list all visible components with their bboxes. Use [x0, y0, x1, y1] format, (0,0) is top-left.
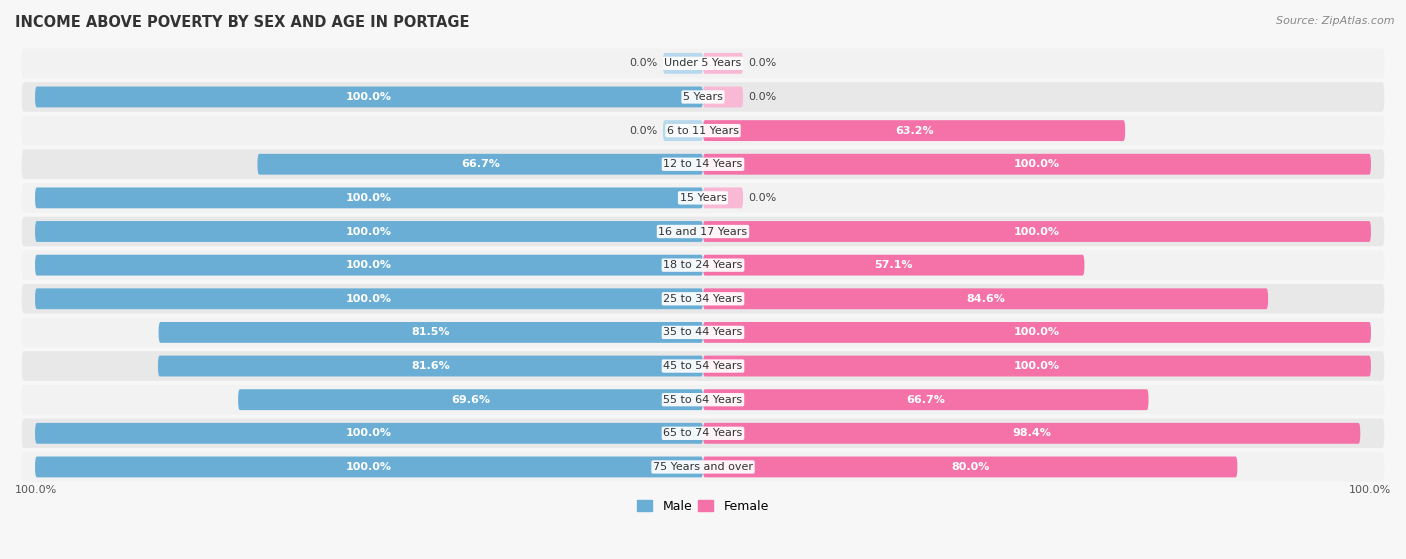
- FancyBboxPatch shape: [21, 217, 1385, 247]
- Text: 100.0%: 100.0%: [346, 260, 392, 270]
- Text: 0.0%: 0.0%: [630, 58, 658, 68]
- FancyBboxPatch shape: [21, 116, 1385, 145]
- Text: 65 to 74 Years: 65 to 74 Years: [664, 428, 742, 438]
- FancyBboxPatch shape: [703, 457, 1237, 477]
- FancyBboxPatch shape: [703, 187, 744, 209]
- Text: 100.0%: 100.0%: [1348, 485, 1391, 495]
- Text: 80.0%: 80.0%: [950, 462, 990, 472]
- Text: 100.0%: 100.0%: [346, 92, 392, 102]
- FancyBboxPatch shape: [35, 457, 703, 477]
- FancyBboxPatch shape: [21, 419, 1385, 448]
- Text: 35 to 44 Years: 35 to 44 Years: [664, 328, 742, 338]
- Text: 100.0%: 100.0%: [1014, 328, 1060, 338]
- FancyBboxPatch shape: [703, 288, 1268, 309]
- Text: 100.0%: 100.0%: [15, 485, 58, 495]
- Text: 100.0%: 100.0%: [1014, 159, 1060, 169]
- Text: 57.1%: 57.1%: [875, 260, 912, 270]
- Text: 6 to 11 Years: 6 to 11 Years: [666, 126, 740, 136]
- FancyBboxPatch shape: [662, 120, 703, 141]
- FancyBboxPatch shape: [21, 82, 1385, 112]
- FancyBboxPatch shape: [35, 87, 703, 107]
- FancyBboxPatch shape: [703, 356, 1371, 376]
- Text: 0.0%: 0.0%: [748, 92, 776, 102]
- Text: 100.0%: 100.0%: [346, 428, 392, 438]
- Text: 25 to 34 Years: 25 to 34 Years: [664, 294, 742, 304]
- Text: 12 to 14 Years: 12 to 14 Years: [664, 159, 742, 169]
- FancyBboxPatch shape: [157, 356, 703, 376]
- FancyBboxPatch shape: [238, 389, 703, 410]
- Text: 100.0%: 100.0%: [346, 226, 392, 236]
- Text: 0.0%: 0.0%: [748, 58, 776, 68]
- FancyBboxPatch shape: [703, 322, 1371, 343]
- Text: 100.0%: 100.0%: [346, 193, 392, 203]
- Text: 45 to 54 Years: 45 to 54 Years: [664, 361, 742, 371]
- FancyBboxPatch shape: [35, 423, 703, 444]
- FancyBboxPatch shape: [21, 183, 1385, 212]
- FancyBboxPatch shape: [21, 149, 1385, 179]
- Text: 100.0%: 100.0%: [346, 462, 392, 472]
- Text: Source: ZipAtlas.com: Source: ZipAtlas.com: [1277, 16, 1395, 26]
- Text: 66.7%: 66.7%: [461, 159, 499, 169]
- Text: Under 5 Years: Under 5 Years: [665, 58, 741, 68]
- FancyBboxPatch shape: [703, 120, 1125, 141]
- FancyBboxPatch shape: [21, 250, 1385, 280]
- Text: 16 and 17 Years: 16 and 17 Years: [658, 226, 748, 236]
- FancyBboxPatch shape: [703, 154, 1371, 174]
- Text: 100.0%: 100.0%: [346, 294, 392, 304]
- Text: 15 Years: 15 Years: [679, 193, 727, 203]
- FancyBboxPatch shape: [703, 255, 1084, 276]
- Text: 18 to 24 Years: 18 to 24 Years: [664, 260, 742, 270]
- Text: 66.7%: 66.7%: [907, 395, 945, 405]
- FancyBboxPatch shape: [21, 351, 1385, 381]
- Text: 5 Years: 5 Years: [683, 92, 723, 102]
- FancyBboxPatch shape: [662, 53, 703, 74]
- FancyBboxPatch shape: [703, 87, 744, 107]
- Text: 55 to 64 Years: 55 to 64 Years: [664, 395, 742, 405]
- FancyBboxPatch shape: [703, 423, 1360, 444]
- FancyBboxPatch shape: [703, 53, 744, 74]
- FancyBboxPatch shape: [35, 221, 703, 242]
- Text: 100.0%: 100.0%: [1014, 361, 1060, 371]
- FancyBboxPatch shape: [21, 284, 1385, 314]
- FancyBboxPatch shape: [35, 255, 703, 276]
- Text: 81.6%: 81.6%: [411, 361, 450, 371]
- FancyBboxPatch shape: [21, 318, 1385, 347]
- FancyBboxPatch shape: [159, 322, 703, 343]
- Text: 0.0%: 0.0%: [748, 193, 776, 203]
- Text: 81.5%: 81.5%: [412, 328, 450, 338]
- Text: 0.0%: 0.0%: [630, 126, 658, 136]
- Text: 75 Years and over: 75 Years and over: [652, 462, 754, 472]
- Text: 98.4%: 98.4%: [1012, 428, 1052, 438]
- FancyBboxPatch shape: [257, 154, 703, 174]
- FancyBboxPatch shape: [21, 385, 1385, 414]
- FancyBboxPatch shape: [703, 221, 1371, 242]
- FancyBboxPatch shape: [35, 288, 703, 309]
- FancyBboxPatch shape: [21, 452, 1385, 482]
- Text: 63.2%: 63.2%: [894, 126, 934, 136]
- Text: INCOME ABOVE POVERTY BY SEX AND AGE IN PORTAGE: INCOME ABOVE POVERTY BY SEX AND AGE IN P…: [15, 15, 470, 30]
- FancyBboxPatch shape: [35, 187, 703, 209]
- FancyBboxPatch shape: [703, 389, 1149, 410]
- Text: 100.0%: 100.0%: [1014, 226, 1060, 236]
- FancyBboxPatch shape: [21, 49, 1385, 78]
- Text: 69.6%: 69.6%: [451, 395, 491, 405]
- Text: 84.6%: 84.6%: [966, 294, 1005, 304]
- Legend: Male, Female: Male, Female: [633, 495, 773, 518]
